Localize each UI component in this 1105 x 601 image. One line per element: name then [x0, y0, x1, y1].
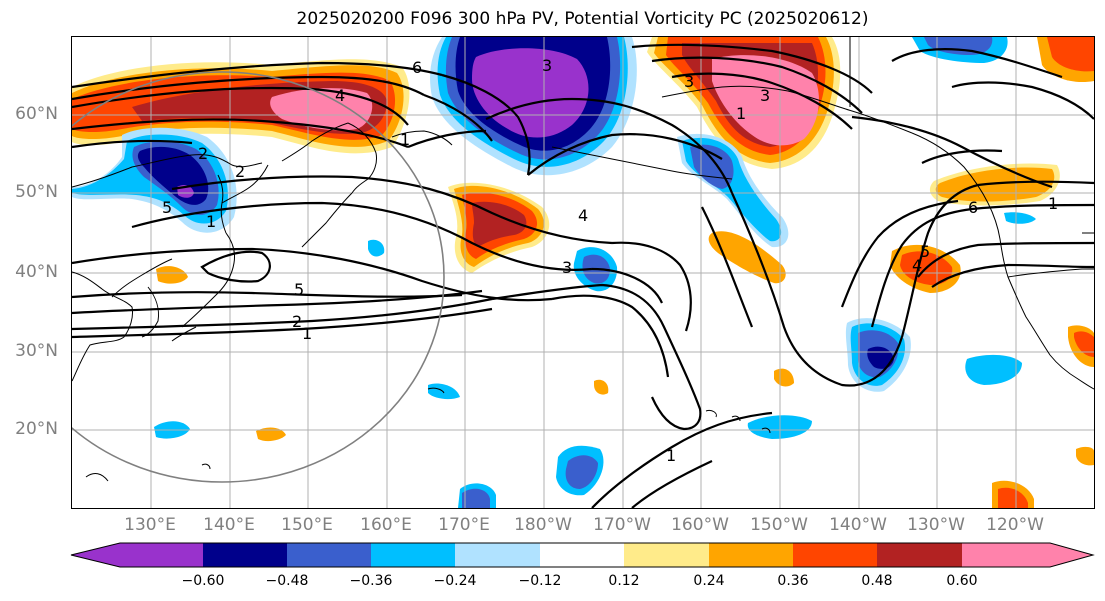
contour-label: 5 [920, 242, 930, 261]
map-title: 2025020200 F096 300 hPa PV, Potential Vo… [296, 9, 869, 29]
colorbar-tick-label: 0.24 [693, 573, 725, 589]
contour-label: 1 [400, 130, 410, 149]
contour-label: 1 [206, 212, 216, 231]
lat-label-60n: 60°N [15, 104, 58, 124]
contour-label: 1 [736, 104, 746, 123]
colorbar-segment [877, 543, 962, 567]
colorbar-segment [455, 543, 540, 567]
contour-label: 6 [412, 58, 422, 77]
contour-label: 4 [335, 86, 345, 105]
colorbar-tick-label: 0.60 [946, 573, 978, 589]
colorbar [70, 542, 1095, 568]
colorbar-tick-label: −0.24 [433, 573, 477, 589]
lon-label: 120°W [986, 515, 1044, 535]
lat-label-50n: 50°N [15, 182, 58, 202]
lon-label: 170°E [438, 515, 490, 535]
contour-label: 3 [562, 258, 572, 277]
colorbar-segment [793, 543, 877, 567]
contour-label: 5 [294, 280, 304, 299]
lon-label: 180°W [514, 515, 572, 535]
pv-anomaly-fill [72, 37, 1094, 508]
contour-label: 1 [1048, 194, 1058, 213]
lon-label: 160°W [671, 515, 729, 535]
lon-label: 170°W [593, 515, 651, 535]
contour-label: 6 [968, 198, 978, 217]
lat-label-20n: 20°N [15, 419, 58, 439]
contour-label: 1 [302, 324, 312, 343]
colorbar-segment [540, 543, 624, 567]
contour-label: 3 [684, 72, 694, 91]
contour-label: 2 [235, 162, 245, 181]
lat-label-40n: 40°N [15, 262, 58, 282]
pv-contours [72, 43, 1094, 508]
contour-label: 4 [578, 206, 588, 225]
lon-label: 130°E [124, 515, 176, 535]
colorbar-segment [709, 543, 793, 567]
colorbar-tick-label: −0.36 [349, 573, 393, 589]
lon-label: 130°W [907, 515, 965, 535]
lat-lon-grid [72, 37, 1094, 508]
colorbar-tick-label: −0.12 [518, 573, 562, 589]
lon-label: 140°W [829, 515, 887, 535]
colorbar-segment [287, 543, 371, 567]
lon-label: 150°W [750, 515, 808, 535]
colorbar-segment [962, 543, 1093, 567]
colorbar-tick-label: −0.60 [181, 573, 225, 589]
contour-label: 1 [666, 446, 676, 465]
colorbar-tick-label: −0.48 [265, 573, 309, 589]
lat-label-30n: 30°N [15, 341, 58, 361]
contour-label: 5 [162, 198, 172, 217]
lon-label: 150°E [281, 515, 333, 535]
contour-label: 4 [912, 256, 922, 275]
colorbar-segment [624, 543, 709, 567]
contour-label: 3 [760, 86, 770, 105]
colorbar-segment [371, 543, 455, 567]
colorbar-tick-label: 0.12 [608, 573, 640, 589]
contour-label-set: 6 4 2 1 5 2 1 5 2 1 4 3 3 1 3 1 5 4 6 3 … [162, 56, 1058, 465]
contour-label: 3 [542, 56, 552, 75]
colorbar-tick-label: 0.36 [777, 573, 809, 589]
colorbar-segment [203, 543, 287, 567]
map-panel: 6 4 2 1 5 2 1 5 2 1 4 3 3 1 3 1 5 4 6 3 … [71, 36, 1095, 509]
contour-label: 2 [292, 312, 302, 331]
contour-label: 2 [198, 144, 208, 163]
colorbar-segment [71, 543, 203, 567]
lon-label: 140°E [203, 515, 255, 535]
reference-circle [72, 71, 445, 483]
lon-label: 160°E [360, 515, 412, 535]
colorbar-tick-label: 0.48 [861, 573, 893, 589]
coastlines [72, 37, 1094, 482]
